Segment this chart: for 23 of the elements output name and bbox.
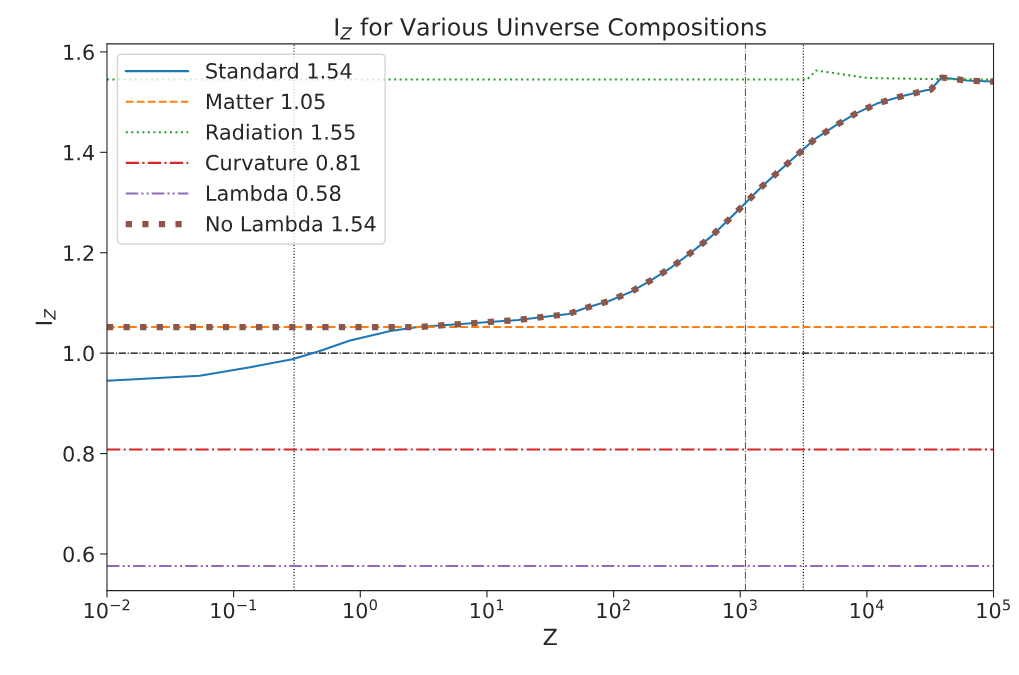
x-tick-label: 10$^{−2}$	[84, 599, 130, 619]
x-tick-label: 10$^{−1}$	[211, 599, 257, 619]
x-tick-label: 10$^{1}$	[470, 599, 504, 619]
legend-label: No Lambda 1.54	[206, 215, 376, 232]
y-axis-title: I$_{Z}$	[35, 308, 56, 325]
x-tick-label: 10$^{2}$	[597, 599, 630, 619]
x-tick-label: 10$^{0}$	[344, 599, 377, 619]
legend-label: Radiation 1.55	[206, 123, 355, 140]
y-tick-label: 0.6	[63, 546, 94, 563]
y-tick-label: 1.6	[64, 44, 94, 61]
y-tick-label: 1.2	[64, 245, 94, 261]
x-tick-label: 10$^{5}$	[977, 599, 1010, 619]
x-tick-label: 10$^{3}$	[724, 599, 757, 619]
legend-label: Curvature 0.81	[206, 154, 360, 171]
chart-title: I$_{Z}$ for Various Uinverse Compositions	[335, 17, 766, 41]
legend-label: Lambda 0.58	[206, 184, 341, 202]
legend-label: Matter 1.05	[206, 93, 325, 110]
y-tick-label: 1.4	[64, 145, 95, 161]
y-tick-label: 0.8	[63, 446, 94, 462]
y-tick-label: 1.0	[64, 345, 94, 362]
x-axis-title: Z	[543, 628, 557, 646]
legend-label: Standard 1.54	[206, 62, 352, 79]
x-tick-label: 10$^{4}$	[850, 599, 884, 619]
